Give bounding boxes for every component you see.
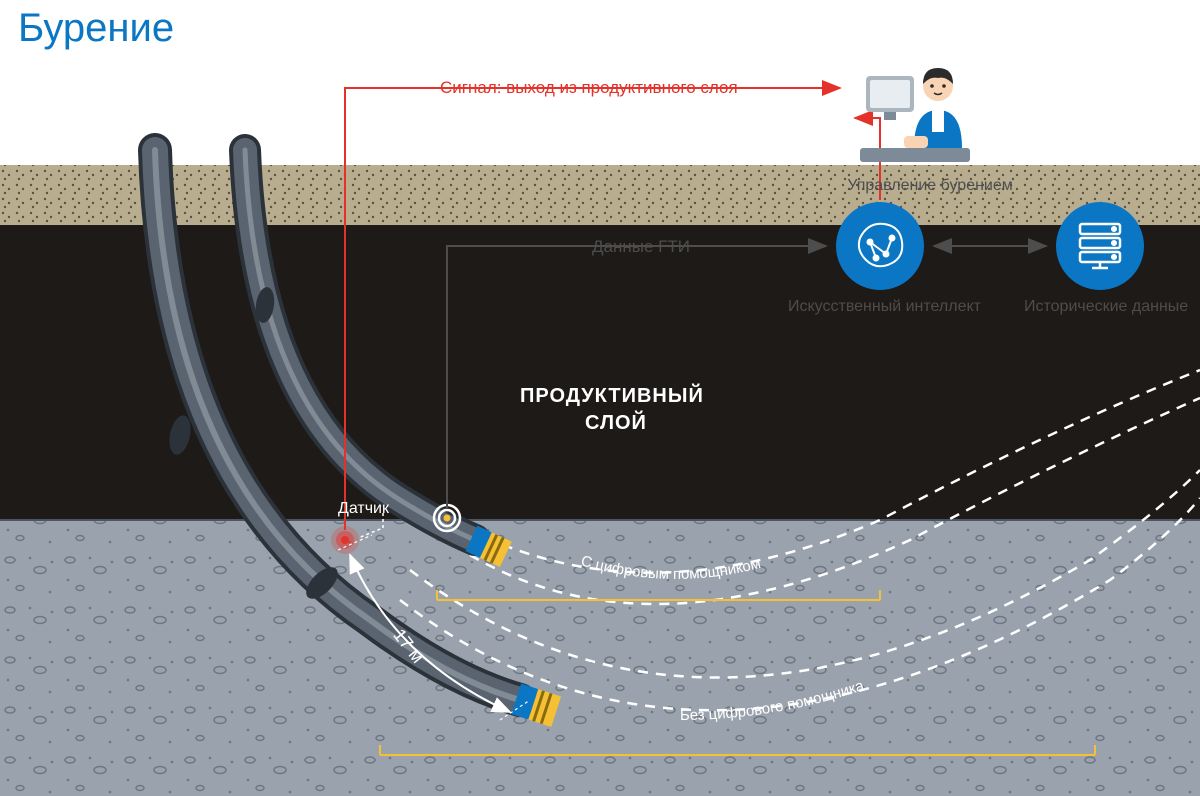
detector-marker	[434, 505, 460, 531]
diagram-stage: С цифровым помощником Без цифрового помо…	[0, 0, 1200, 796]
ai-label: Искусственный интеллект	[788, 298, 981, 316]
data-gti-label: Данные ГТИ	[592, 237, 690, 257]
ai-icon	[836, 202, 924, 290]
sensor-label: Датчик	[338, 500, 389, 518]
page-title: Бурение	[18, 6, 174, 51]
sensor-marker	[331, 526, 359, 554]
productive-layer-label-1: ПРОДУКТИВНЫЙ	[520, 385, 704, 408]
productive-layer-label-2: СЛОЙ	[585, 412, 647, 435]
operator-label: Управление бурением	[840, 177, 1020, 195]
operator-icon	[860, 62, 980, 172]
signal-label: Сигнал: выход из продуктивного слоя	[440, 78, 738, 98]
database-icon	[1056, 202, 1144, 290]
db-label: Исторические данные	[1024, 298, 1188, 316]
